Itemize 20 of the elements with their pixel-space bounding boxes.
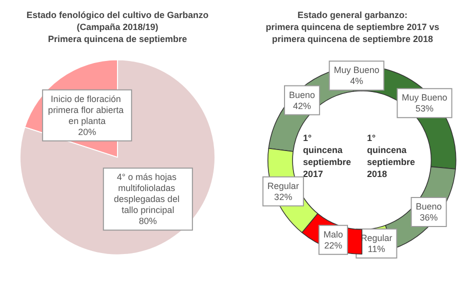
data-label: 36% (420, 212, 438, 223)
data-label: 53% (416, 104, 434, 114)
slice-label: 4° o más hojas multifolioladas desplegadas del tallo principal (114, 172, 182, 216)
slice-label: Malo (323, 229, 343, 240)
slice-label: Inicio de floración primera flor abierta en planta (48, 94, 126, 126)
slice-label: Regular (267, 180, 299, 191)
data-label: 22% (324, 240, 342, 250)
data-label: 20% (78, 126, 96, 137)
slice-label: Muy Bueno (402, 92, 448, 103)
text: 1° quincena septiembre 2018 (367, 133, 418, 179)
slice-label: Muy Bueno (334, 65, 380, 76)
text: 1° quincena septiembre 2017 (303, 133, 354, 179)
data-label: 32% (274, 192, 292, 202)
slice-label: Bueno (416, 202, 442, 212)
slice-label: Bueno (289, 90, 316, 100)
data-label: 4% (350, 76, 364, 86)
chart-title: Estado general garbanzo: primera quincena de septiembre 2017 vs primera quincena de septiembre 2018 (266, 10, 440, 44)
chart-title: Estado fenológico del cultivo de Garbanzo (Campaña 2018/19) Primera quincena de septiembre (26, 10, 210, 44)
data-label: 42% (293, 100, 312, 111)
data-label: 80% (138, 216, 157, 226)
